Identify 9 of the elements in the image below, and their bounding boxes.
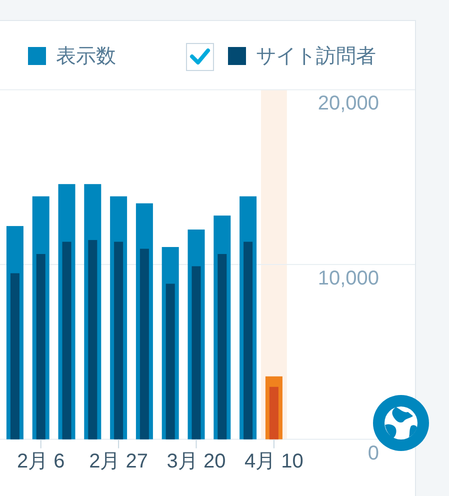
legend-label: サイト訪問者 xyxy=(256,46,376,68)
y-tick-label: 20,000 xyxy=(318,92,379,115)
y-tick-label: 0 xyxy=(368,442,379,464)
y-tick-label: 10,000 xyxy=(318,268,379,290)
x-tick-label: 2月 6 xyxy=(16,450,65,472)
legend-label: 表示数 xyxy=(56,46,116,68)
x-tick-label: 3月 20 xyxy=(166,450,226,472)
x-tick-label: 2月 27 xyxy=(89,450,148,472)
x-tick-label: 4月 10 xyxy=(244,450,304,472)
